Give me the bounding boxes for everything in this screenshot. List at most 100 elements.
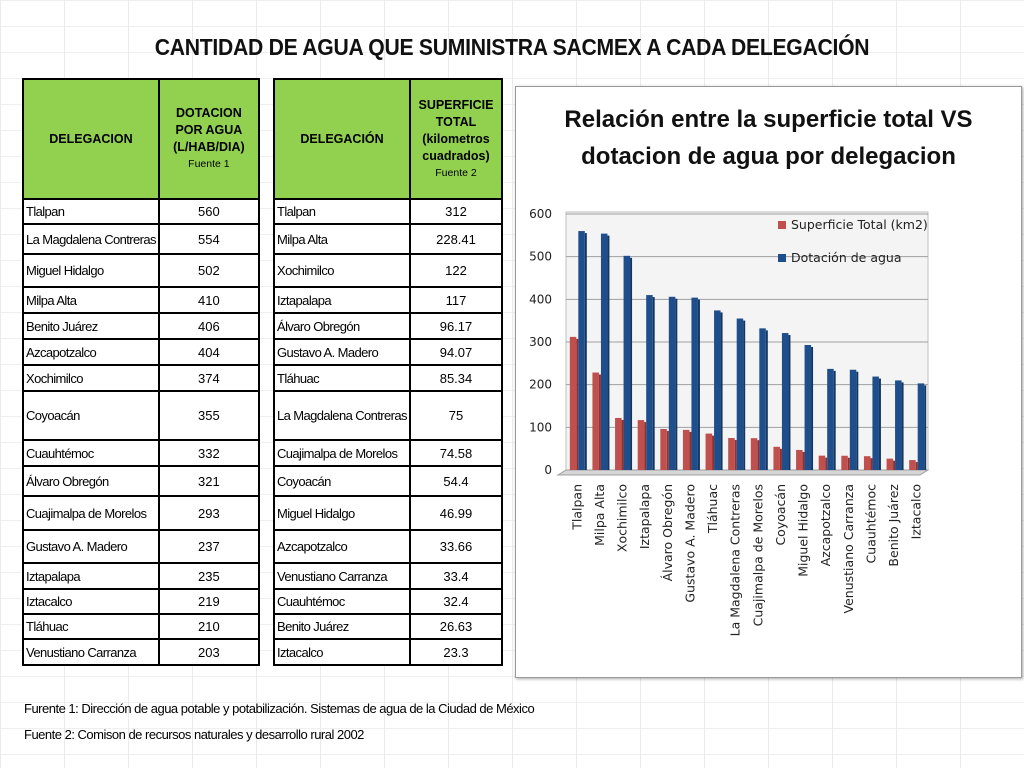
table1-row[interactable]: La Magdalena Contreras 554 (22, 223, 260, 255)
table2-cell-name[interactable]: Tláhuac (273, 364, 411, 392)
table2-cell-name[interactable]: Gustavo A. Madero (273, 338, 411, 366)
table2-cell-name[interactable]: Coyoacán (273, 465, 411, 497)
table2-cell-name[interactable]: La Magdalena Contreras (273, 390, 411, 441)
legend-swatch (778, 221, 786, 229)
table2-cell-name[interactable]: Iztacalco (273, 638, 411, 666)
table1-row[interactable]: Gustavo A. Madero 237 (22, 529, 260, 564)
table1-row[interactable]: Azcapotzalco 404 (22, 338, 260, 366)
table1-cell-value[interactable]: 554 (157, 223, 260, 255)
table2-cell-name[interactable]: Miguel Hidalgo (273, 495, 411, 531)
table1-row[interactable]: Iztacalco 219 (22, 588, 260, 615)
table2-row[interactable]: Cuauhtémoc 32.4 (273, 588, 503, 615)
table2-cell-name[interactable]: Cuajimalpa de Morelos (273, 439, 411, 467)
table1-cell-name[interactable]: Gustavo A. Madero (22, 529, 160, 564)
table1-cell-value[interactable]: 332 (157, 439, 260, 467)
table2-cell-name[interactable]: Azcapotzalco (273, 529, 411, 564)
table2-row[interactable]: Gustavo A. Madero 94.07 (273, 338, 503, 366)
table2-cell-value[interactable]: 33.4 (409, 562, 503, 590)
table2-row[interactable]: Azcapotzalco 33.66 (273, 529, 503, 564)
table2-cell-value[interactable]: 94.07 (409, 338, 503, 366)
table1-row[interactable]: Cuauhtémoc 332 (22, 439, 260, 467)
table2-cell-value[interactable]: 54.4 (409, 465, 503, 497)
table2-cell-name[interactable]: Tlalpan (273, 198, 411, 225)
table1-cell-name[interactable]: Tláhuac (22, 613, 160, 640)
table2-row[interactable]: Iztacalco 23.3 (273, 638, 503, 666)
table2-row[interactable]: Álvaro Obregón 96.17 (273, 312, 503, 340)
table2-cell-value[interactable]: 312 (409, 198, 503, 225)
table1-cell-name[interactable]: Venustiano Carranza (22, 638, 160, 666)
table1-cell-value[interactable]: 210 (157, 613, 260, 640)
table1-cell-value[interactable]: 560 (157, 198, 260, 225)
table1-row[interactable]: Iztapalapa 235 (22, 562, 260, 590)
table1-cell-name[interactable]: Milpa Alta (22, 286, 160, 314)
table1-row[interactable]: Miguel Hidalgo 502 (22, 253, 260, 288)
table2-cell-name[interactable]: Benito Juárez (273, 613, 411, 640)
table2-cell-value[interactable]: 85.34 (409, 364, 503, 392)
table1-cell-value[interactable]: 293 (157, 495, 260, 531)
table1-row[interactable]: Tlalpan 560 (22, 198, 260, 225)
table1-cell-name[interactable]: La Magdalena Contreras (22, 223, 160, 255)
table2-row[interactable]: Tlalpan 312 (273, 198, 503, 225)
table1-row[interactable]: Xochimilco 374 (22, 364, 260, 392)
table1-cell-name[interactable]: Cuajimalpa de Morelos (22, 495, 160, 531)
table2-cell-name[interactable]: Venustiano Carranza (273, 562, 411, 590)
table2-cell-value[interactable]: 122 (409, 253, 503, 288)
table1-cell-value[interactable]: 219 (157, 588, 260, 615)
table1-cell-name[interactable]: Xochimilco (22, 364, 160, 392)
table2-cell-name[interactable]: Álvaro Obregón (273, 312, 411, 340)
table1-cell-value[interactable]: 355 (157, 390, 260, 441)
table2-cell-value[interactable]: 23.3 (409, 638, 503, 666)
table2-cell-value[interactable]: 32.4 (409, 588, 503, 615)
bar-dotacion (849, 369, 857, 470)
table2-row[interactable]: Benito Juárez 26.63 (273, 613, 503, 640)
table1-cell-value[interactable]: 406 (157, 312, 260, 340)
table2-cell-value[interactable]: 96.17 (409, 312, 503, 340)
table2-cell-value[interactable]: 26.63 (409, 613, 503, 640)
table1-cell-value[interactable]: 321 (157, 465, 260, 497)
table1-cell-value[interactable]: 203 (157, 638, 260, 666)
table1-cell-value[interactable]: 404 (157, 338, 260, 366)
table1-row[interactable]: Cuajimalpa de Morelos 293 (22, 495, 260, 531)
table1-cell-name[interactable]: Miguel Hidalgo (22, 253, 160, 288)
table2-row[interactable]: Xochimilco 122 (273, 253, 503, 288)
table2-row[interactable]: Coyoacán 54.4 (273, 465, 503, 497)
table1-cell-name[interactable]: Tlalpan (22, 198, 160, 225)
table1-cell-value[interactable]: 374 (157, 364, 260, 392)
table2-row[interactable]: Milpa Alta 228.41 (273, 223, 503, 255)
table1-cell-name[interactable]: Cuauhtémoc (22, 439, 160, 467)
table1-cell-name[interactable]: Iztacalco (22, 588, 160, 615)
table2-cell-value[interactable]: 33.66 (409, 529, 503, 564)
chart-container[interactable]: Relación entre la superficie total VS do… (515, 86, 1022, 678)
table1-cell-name[interactable]: Azcapotzalco (22, 338, 160, 366)
table1-row[interactable]: Benito Juárez 406 (22, 312, 260, 340)
table2-cell-name[interactable]: Iztapalapa (273, 286, 411, 314)
table2-cell-value[interactable]: 46.99 (409, 495, 503, 531)
table1-cell-value[interactable]: 502 (157, 253, 260, 288)
table1-cell-value[interactable]: 235 (157, 562, 260, 590)
table2-cell-name[interactable]: Cuauhtémoc (273, 588, 411, 615)
table2-cell-value[interactable]: 75 (409, 390, 503, 441)
table2-cell-value[interactable]: 228.41 (409, 223, 503, 255)
table1-cell-name[interactable]: Benito Juárez (22, 312, 160, 340)
table2-cell-name[interactable]: Xochimilco (273, 253, 411, 288)
table2-row[interactable]: La Magdalena Contreras 75 (273, 390, 503, 441)
table2-cell-value[interactable]: 74.58 (409, 439, 503, 467)
table1-row[interactable]: Álvaro Obregón 321 (22, 465, 260, 497)
table1-cell-name[interactable]: Álvaro Obregón (22, 465, 160, 497)
table1-cell-value[interactable]: 410 (157, 286, 260, 314)
table2-row[interactable]: Tláhuac 85.34 (273, 364, 503, 392)
table2-cell-name[interactable]: Milpa Alta (273, 223, 411, 255)
table1-row[interactable]: Venustiano Carranza 203 (22, 638, 260, 666)
table2-row[interactable]: Cuajimalpa de Morelos 74.58 (273, 439, 503, 467)
table1-cell-name[interactable]: Iztapalapa (22, 562, 160, 590)
x-tick-label: Azcapotzalco (818, 484, 833, 566)
table1-row[interactable]: Milpa Alta 410 (22, 286, 260, 314)
table2-row[interactable]: Iztapalapa 117 (273, 286, 503, 314)
table1-row[interactable]: Coyoacán 355 (22, 390, 260, 441)
table2-row[interactable]: Miguel Hidalgo 46.99 (273, 495, 503, 531)
table1-cell-name[interactable]: Coyoacán (22, 390, 160, 441)
table1-cell-value[interactable]: 237 (157, 529, 260, 564)
table2-row[interactable]: Venustiano Carranza 33.4 (273, 562, 503, 590)
table1-row[interactable]: Tláhuac 210 (22, 613, 260, 640)
table2-cell-value[interactable]: 117 (409, 286, 503, 314)
